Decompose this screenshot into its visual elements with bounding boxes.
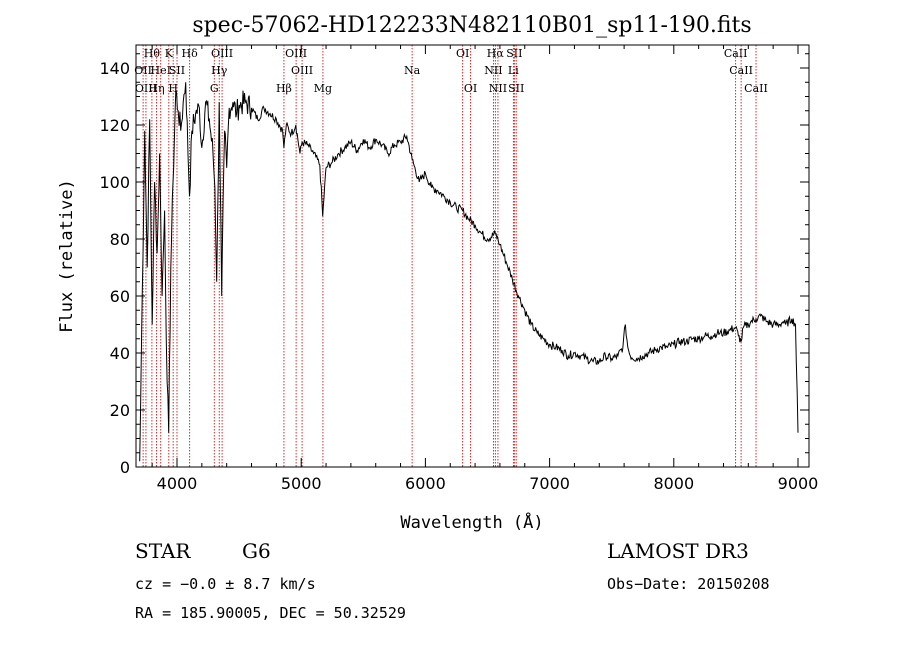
emission-line-label: Na (404, 64, 421, 77)
emission-line-label: OI (464, 82, 477, 95)
emission-line-label: OIII (211, 47, 233, 60)
emission-line-label: NII (489, 82, 507, 95)
emission-lines: OIIOIIIHθHηHeIKHSIIHδGHγOIIIHβOIIIOIIIMg… (134, 45, 768, 467)
redshift-cz: cz = −0.0 ± 8.7 km/s (135, 575, 316, 593)
emission-line-label: SII (508, 82, 524, 95)
coordinates: RA = 185.90005, DEC = 50.32529 (135, 604, 406, 622)
x-tick-label: 6000 (405, 474, 446, 493)
x-axis-label: Wavelength (Å) (400, 511, 543, 533)
emission-line-label: NII (484, 64, 502, 77)
y-tick-label: 120 (99, 116, 130, 135)
survey-name: LAMOST DR3 (607, 539, 749, 563)
x-tick-label: 7000 (529, 474, 570, 493)
emission-line-label: OI (456, 47, 469, 60)
plot-frame (135, 44, 810, 468)
emission-line-label: H (168, 82, 178, 95)
y-tick-label: 100 (99, 173, 130, 192)
emission-line-label: Hγ (211, 64, 228, 77)
emission-line-label: Hδ (182, 47, 199, 60)
emission-line-label: CaII (744, 82, 768, 95)
emission-line-label: Hη (148, 82, 164, 95)
emission-line-label: Li (508, 64, 519, 77)
emission-line-label: CaII (724, 47, 748, 60)
emission-line-label: Hβ (276, 82, 292, 95)
observation-date: Obs−Date: 20150208 (607, 575, 770, 593)
x-tick-label: 5000 (281, 474, 322, 493)
emission-line-label: G (210, 82, 219, 95)
y-tick-label: 20 (110, 401, 130, 420)
object-subclass: G6 (242, 539, 271, 563)
x-tick-label: 4000 (157, 474, 198, 493)
y-tick-label: 0 (120, 458, 130, 477)
y-tick-label: 60 (110, 287, 130, 306)
y-tick-label: 80 (110, 230, 130, 249)
emission-line-label: HeI (151, 64, 171, 77)
emission-line-label: OIII (285, 47, 307, 60)
emission-line-label: K (165, 47, 174, 60)
emission-line-label: OII (134, 64, 152, 77)
y-axis-label: Flux (relative) (57, 179, 77, 333)
emission-line-label: Hα (487, 47, 505, 60)
axis-ticks: 4000 5000 6000 7000 8000 9000 0 20 40 60 80 100 120 1… (99, 45, 818, 493)
emission-line-label: CaII (729, 64, 753, 77)
emission-line-label: OIII (135, 82, 157, 95)
y-tick-label: 140 (99, 59, 130, 78)
object-class: STAR (135, 539, 191, 563)
x-tick-label: 8000 (653, 474, 694, 493)
x-tick-label: 9000 (778, 474, 819, 493)
chart-title: spec-57062-HD122233N482110B01_sp11-190.f… (192, 13, 751, 38)
emission-line-label: SII (506, 47, 522, 60)
y-tick-label: 40 (110, 344, 130, 363)
spectrum-series-line (139, 82, 799, 462)
emission-line-label: OIII (291, 64, 313, 77)
emission-line-label: Mg (314, 82, 332, 95)
emission-line-label: Hθ (144, 47, 161, 60)
emission-line-label: SII (169, 64, 185, 77)
